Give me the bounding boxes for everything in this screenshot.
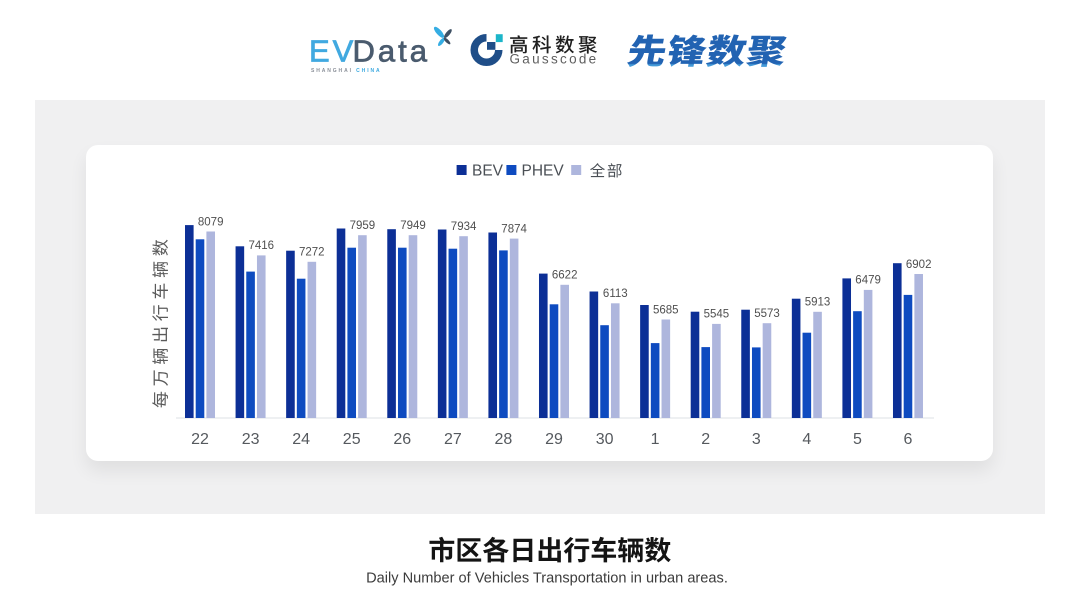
svg-text:5545: 5545	[704, 309, 730, 321]
svg-text:27: 27	[444, 431, 462, 448]
svg-text:Data: Data	[353, 34, 430, 69]
svg-text:30: 30	[596, 431, 614, 448]
svg-text:6: 6	[904, 431, 913, 448]
svg-text:2: 2	[701, 431, 710, 448]
svg-text:26: 26	[393, 431, 411, 448]
svg-text:4: 4	[802, 431, 811, 448]
svg-text:EV: EV	[309, 34, 356, 69]
svg-text:24: 24	[292, 431, 310, 448]
svg-text:7874: 7874	[501, 223, 527, 235]
svg-text:7416: 7416	[249, 240, 275, 252]
svg-text:7949: 7949	[400, 220, 426, 232]
svg-text:5685: 5685	[653, 304, 679, 316]
svg-text:3: 3	[752, 431, 761, 448]
svg-text:Gausscode: Gausscode	[510, 52, 599, 67]
svg-text:5913: 5913	[805, 297, 831, 309]
svg-text:28: 28	[495, 431, 513, 448]
svg-text:7959: 7959	[350, 220, 376, 232]
svg-text:25: 25	[343, 431, 361, 448]
svg-text:Daily Number of Vehicles Trans: Daily Number of Vehicles Transportation …	[366, 571, 728, 587]
svg-text:22: 22	[191, 431, 209, 448]
svg-text:6902: 6902	[906, 259, 932, 271]
svg-text:PHEV: PHEV	[522, 163, 565, 180]
svg-text:8079: 8079	[198, 216, 224, 228]
svg-text:6622: 6622	[552, 270, 578, 282]
svg-text:6113: 6113	[603, 288, 628, 300]
svg-text:5: 5	[853, 431, 862, 448]
svg-text:5573: 5573	[754, 308, 780, 320]
svg-text:7934: 7934	[451, 221, 477, 233]
svg-text:BEV: BEV	[472, 163, 504, 180]
svg-text:1: 1	[651, 431, 660, 448]
svg-text:SHANGHAI CHINA: SHANGHAI CHINA	[311, 68, 382, 74]
svg-text:7272: 7272	[299, 247, 325, 259]
svg-text:23: 23	[242, 431, 260, 448]
svg-text:29: 29	[545, 431, 563, 448]
svg-text:6479: 6479	[855, 275, 881, 287]
